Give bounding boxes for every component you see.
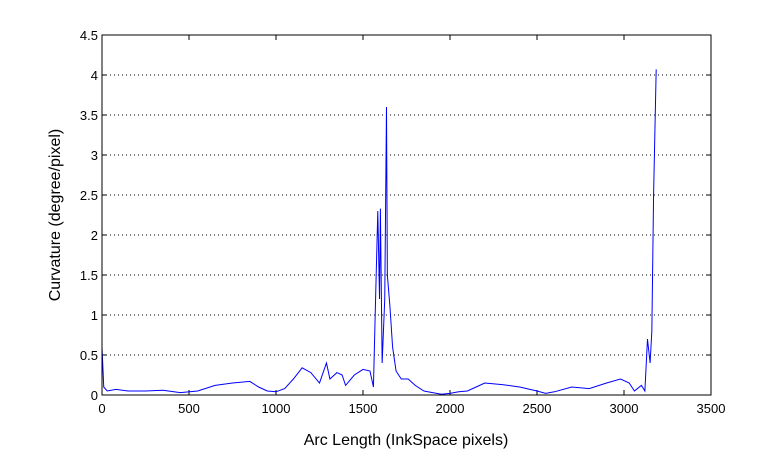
- y-tick-label: 3: [91, 148, 98, 163]
- x-tick-label: 500: [178, 401, 200, 416]
- y-tick-label: 4.5: [80, 28, 98, 43]
- x-tick-label: 0: [98, 401, 105, 416]
- y-tick-label: 1.5: [80, 268, 98, 283]
- x-tick-label: 1000: [262, 401, 291, 416]
- y-tick-label: 3.5: [80, 108, 98, 123]
- x-tick-label: 3000: [610, 401, 639, 416]
- y-axis-label: Curvature (degree/pixel): [47, 129, 64, 302]
- y-tick-label: 2: [91, 228, 98, 243]
- x-axis-label: Arc Length (InkSpace pixels): [304, 432, 509, 449]
- y-tick-label: 2.5: [80, 188, 98, 203]
- x-tick-label: 2000: [436, 401, 465, 416]
- plot-area: [102, 35, 711, 395]
- y-tick-label: 0: [91, 388, 98, 403]
- axes-box: [101, 34, 712, 396]
- y-tick-label: 4: [91, 68, 98, 83]
- x-tick-label: 2500: [523, 401, 552, 416]
- data-line: [101, 69, 657, 395]
- y-tick-label: 0.5: [80, 348, 98, 363]
- x-tick-label: 3500: [697, 401, 726, 416]
- x-tick-label: 1500: [349, 401, 378, 416]
- y-tick-label: 1: [91, 308, 98, 323]
